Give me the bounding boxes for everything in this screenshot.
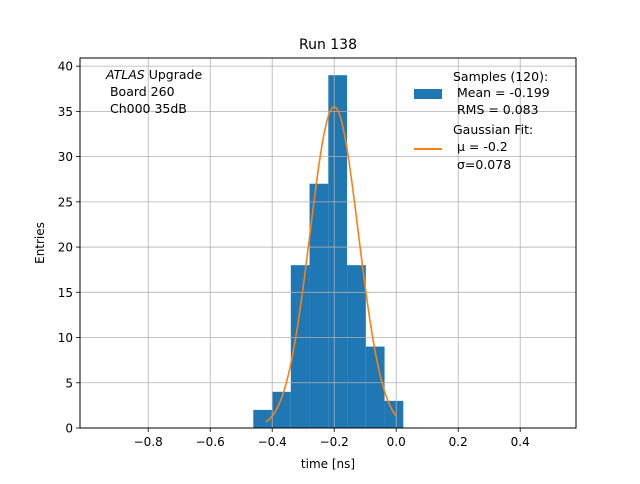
histogram-bar [290,265,310,428]
annotation: ATLAS Upgrade Board 260 Ch000 35dB [105,67,202,116]
histogram-bar [347,265,366,428]
y-tick-label: 20 [58,241,73,255]
legend-samples-rms: RMS = 0.083 [453,102,539,117]
x-tick-label: 0.0 [387,435,406,449]
y-tick-label: 30 [58,150,73,164]
histogram-bars [253,75,404,428]
y-tick-label: 25 [58,195,73,209]
gaussian-fit [265,106,397,423]
legend-samples-mean: Mean = -0.199 [453,85,550,100]
x-tick-label: 0.2 [449,435,468,449]
histogram-bar [309,183,329,428]
x-tick-label: −0.6 [196,435,225,449]
y-axis-label: Entries [33,222,47,264]
channel-label: Ch000 35dB [106,101,187,116]
y-tick-label: 10 [58,331,73,345]
gaussian-fit-curve [265,106,397,423]
atlas-label: ATLAS [105,67,145,82]
x-axis-ticks: −0.8 −0.6 −0.4 −0.2 0.0 0.2 0.4 [134,428,530,449]
legend-fit-mu: μ = -0.2 [453,139,508,154]
upgrade-label: Upgrade [145,67,203,82]
histogram-bar [328,75,348,428]
y-tick-label: 35 [58,105,73,119]
y-axis-ticks: 0 5 10 15 20 25 30 35 40 [58,60,80,436]
legend-samples-title: Samples (120): [453,69,548,84]
svg-text:ATLAS Upgrade: ATLAS Upgrade [105,67,202,82]
y-tick-label: 15 [58,286,73,300]
legend: Samples (120): Mean = -0.199 RMS = 0.083… [414,69,550,172]
board-label: Board 260 [106,84,175,99]
plot-frame [79,57,577,429]
histogram-bar [365,346,385,428]
x-tick-label: −0.2 [320,435,349,449]
legend-fit-sigma: σ=0.078 [453,157,511,172]
x-tick-label: 0.4 [511,435,530,449]
histogram-bar [384,400,404,428]
grid [80,58,576,429]
histogram-bar [253,409,273,428]
y-tick-label: 0 [65,422,73,436]
x-axis-label: time [ns] [301,457,355,471]
chart-title: Run 138 [299,37,357,53]
x-tick-label: −0.4 [258,435,287,449]
legend-samples-swatch [414,89,442,99]
y-tick-label: 40 [58,60,73,74]
y-tick-label: 5 [65,376,73,390]
histogram-bar [272,391,291,428]
legend-fit-title: Gaussian Fit: [453,122,533,137]
x-tick-label: −0.8 [134,435,163,449]
